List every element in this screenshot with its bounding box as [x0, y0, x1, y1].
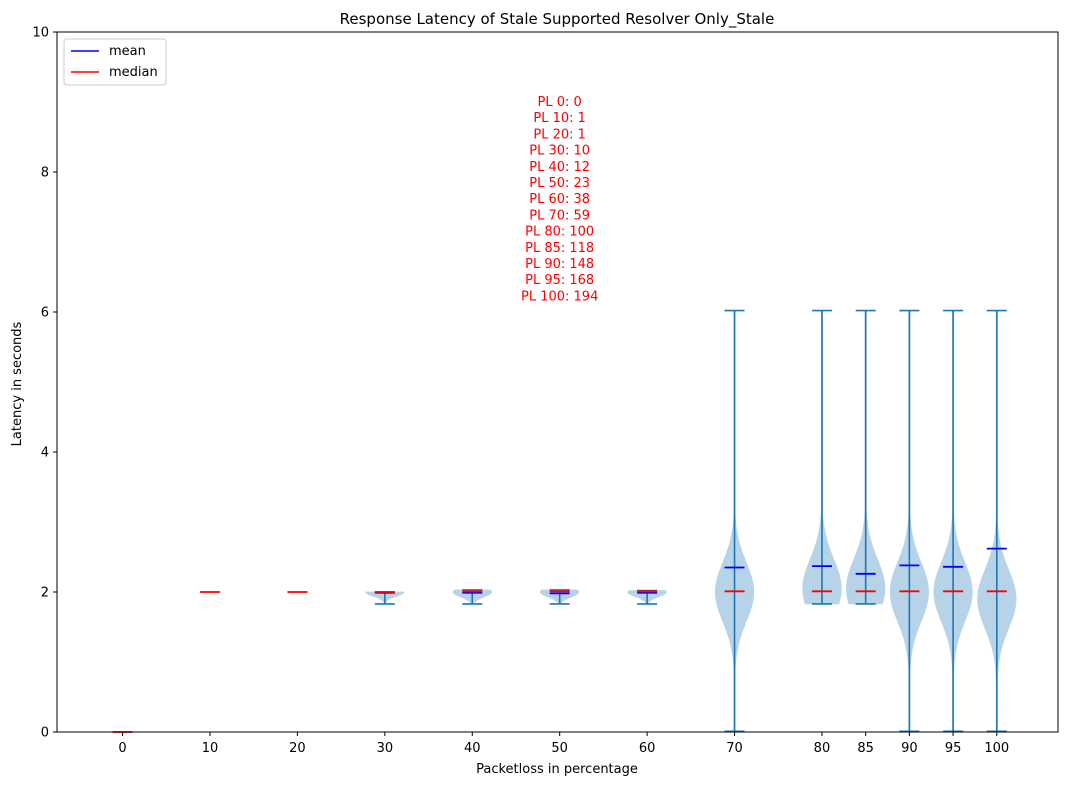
- legend: mean median: [63, 38, 167, 86]
- x-tick-label: 30: [377, 741, 394, 756]
- annotation-line: PL 10: 1: [533, 111, 586, 126]
- x-tick-label: 95: [945, 741, 962, 756]
- x-axis-label: Packetloss in percentage: [476, 762, 638, 777]
- x-tick-label: 70: [726, 741, 743, 756]
- annotation-line: PL 50: 23: [529, 176, 590, 191]
- annotation-line: PL 90: 148: [525, 257, 594, 272]
- chart-title: Response Latency of Stale Supported Reso…: [340, 10, 775, 29]
- x-tick-label: 0: [118, 741, 126, 756]
- y-tick-label: 4: [41, 446, 49, 461]
- x-tick-label: 85: [857, 741, 874, 756]
- annotation-line: PL 60: 38: [529, 192, 590, 207]
- x-tick-label: 60: [639, 741, 656, 756]
- x-tick-label: 90: [901, 741, 918, 756]
- x-tick-label: 80: [814, 741, 831, 756]
- y-tick-label: 2: [41, 586, 49, 601]
- x-tick-label: 50: [551, 741, 568, 756]
- annotation-line: PL 0: 0: [538, 95, 582, 110]
- annotation-line: PL 30: 10: [529, 144, 590, 159]
- x-tick-label: 100: [984, 741, 1009, 756]
- y-axis-label: Latency in seconds: [10, 321, 25, 446]
- y-tick-label: 6: [41, 306, 49, 321]
- annotation-line: PL 80: 100: [525, 225, 594, 240]
- annotation-line: PL 100: 194: [521, 289, 598, 304]
- annotation-line: PL 40: 12: [529, 160, 590, 175]
- plot-frame: [56, 31, 1059, 733]
- y-tick-label: 10: [32, 26, 49, 41]
- legend-median-label: median: [109, 65, 158, 80]
- annotation-line: PL 20: 1: [533, 127, 586, 142]
- legend-mean-label: mean: [109, 44, 146, 59]
- x-tick-label: 10: [202, 741, 219, 756]
- annotation-line: PL 70: 59: [529, 208, 590, 223]
- x-tick-label: 20: [289, 741, 306, 756]
- x-tick-label: 40: [464, 741, 481, 756]
- y-tick-label: 0: [41, 726, 49, 741]
- annotation-line: PL 85: 118: [525, 241, 594, 256]
- annotation-line: PL 95: 168: [525, 273, 594, 288]
- y-tick-label: 8: [41, 166, 49, 181]
